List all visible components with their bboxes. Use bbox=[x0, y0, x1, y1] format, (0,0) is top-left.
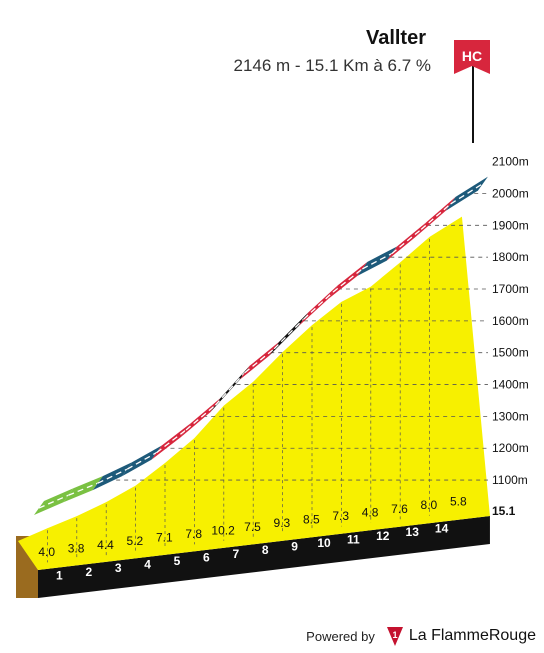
road-centerline-6 bbox=[185, 404, 216, 431]
road-centerline-14 bbox=[420, 203, 452, 230]
km-label-8: 8 bbox=[262, 543, 269, 557]
road-segment-6 bbox=[181, 398, 221, 437]
altitude-label-2000: 2000m bbox=[492, 186, 529, 200]
altitude-label-2100: 2100m bbox=[492, 155, 529, 169]
road-centerline-8 bbox=[244, 348, 275, 374]
road-centerline-7 bbox=[214, 372, 246, 406]
altitude-label-1600: 1600m bbox=[492, 314, 529, 328]
gradient-label-9: 9.3 bbox=[274, 516, 291, 530]
gradient-label-14: 8.0 bbox=[421, 498, 438, 512]
flame-logo-icon: 1 bbox=[386, 627, 403, 646]
road-centerline-9 bbox=[273, 318, 305, 350]
km-label-13: 13 bbox=[406, 525, 420, 539]
km-label-1: 1 bbox=[56, 568, 63, 582]
gradient-label-10: 8.5 bbox=[303, 513, 320, 527]
profile-fill-left bbox=[38, 528, 48, 570]
road-segment-3 bbox=[92, 462, 133, 491]
gradient-label-6: 7.8 bbox=[185, 527, 202, 541]
km-label-7: 7 bbox=[232, 547, 239, 561]
gradient-label-1: 4.0 bbox=[38, 545, 55, 559]
road-segment-14 bbox=[416, 196, 456, 237]
road-centerline-13 bbox=[391, 228, 422, 255]
climb-title: Vallter bbox=[365, 27, 426, 49]
distance-label: 15.1 bbox=[492, 504, 516, 518]
road-centerline-3 bbox=[97, 468, 128, 484]
road-centerline-15 bbox=[450, 183, 484, 205]
road-segment-5 bbox=[151, 422, 191, 460]
km-label-14: 14 bbox=[435, 522, 449, 536]
summit-flag: HC bbox=[454, 40, 490, 143]
road-centerline-1 bbox=[38, 494, 69, 509]
km-label-9: 9 bbox=[291, 540, 298, 554]
gradient-label-7: 10.2 bbox=[211, 523, 235, 537]
altitude-label-1900: 1900m bbox=[492, 218, 529, 232]
km-label-5: 5 bbox=[174, 554, 181, 568]
road-centerline-4 bbox=[126, 452, 157, 470]
road-segment-15 bbox=[445, 176, 488, 211]
road-segment-4 bbox=[122, 445, 162, 477]
altitude-label-1700: 1700m bbox=[492, 282, 529, 296]
road-centerline-12 bbox=[362, 253, 393, 270]
gradient-label-15: 5.8 bbox=[450, 495, 467, 509]
gradient-label-2: 3.8 bbox=[68, 541, 85, 555]
brand-label: La FlammeRouge bbox=[408, 627, 536, 644]
road-segment-11 bbox=[328, 261, 368, 300]
gradient-label-12: 4.8 bbox=[362, 505, 379, 519]
profile-road bbox=[34, 176, 488, 515]
road-centerline-11 bbox=[332, 268, 363, 293]
altitude-label-1200: 1200m bbox=[492, 441, 529, 455]
altitude-label-1100: 1100m bbox=[492, 473, 528, 487]
gradient-label-3: 4.4 bbox=[97, 538, 114, 552]
gradient-label-11: 7.3 bbox=[332, 509, 349, 523]
gradient-label-4: 5.2 bbox=[127, 534, 144, 548]
climb-subtitle: 2146 m - 15.1 Km à 6.7 % bbox=[233, 56, 432, 75]
gradient-label-5: 7.1 bbox=[156, 531, 173, 545]
gradient-labels: 4.0 3.8 4.4 5.2 7.1 7.8 10.2 7.5 9.3 8.5 7.3 4.8 7.6… bbox=[38, 495, 467, 559]
km-label-11: 11 bbox=[347, 532, 360, 546]
km-label-3: 3 bbox=[115, 561, 122, 575]
footer: Powered by 1 La FlammeRouge bbox=[306, 624, 536, 648]
profile-fill bbox=[18, 216, 490, 570]
altitude-label-1300: 1300m bbox=[492, 409, 529, 423]
road-segment-12 bbox=[357, 246, 397, 276]
flag-shape bbox=[454, 40, 490, 74]
km-label-6: 6 bbox=[203, 550, 210, 564]
altitude-label-1800: 1800m bbox=[492, 250, 529, 264]
km-label-12: 12 bbox=[376, 529, 390, 543]
altitude-label-1500: 1500m bbox=[492, 346, 529, 360]
gradient-label-13: 7.6 bbox=[391, 502, 408, 516]
road-centerline-5 bbox=[156, 429, 187, 454]
profile-area bbox=[18, 216, 490, 570]
road-segment-8 bbox=[239, 341, 280, 380]
road-segment-1 bbox=[34, 488, 74, 515]
km-label-10: 10 bbox=[317, 536, 331, 550]
gradient-label-8: 7.5 bbox=[244, 520, 261, 534]
flame-logo-text: 1 bbox=[392, 630, 397, 640]
powered-by-label: Powered by bbox=[306, 628, 375, 644]
altitude-labels: 1100m 1200m 1300m 1400m 1500m 1600m 1700m 1800m… bbox=[492, 155, 529, 487]
base-band bbox=[38, 516, 490, 598]
road-centerline-10 bbox=[303, 291, 334, 320]
altitude-label-1400: 1400m bbox=[492, 378, 529, 392]
road-segment-10 bbox=[298, 285, 338, 327]
road-centerline-2 bbox=[68, 482, 99, 496]
road-segment-13 bbox=[386, 222, 427, 261]
km-label-4: 4 bbox=[144, 558, 151, 572]
flag-category-label: HC bbox=[462, 48, 482, 64]
km-label-2: 2 bbox=[85, 565, 92, 579]
